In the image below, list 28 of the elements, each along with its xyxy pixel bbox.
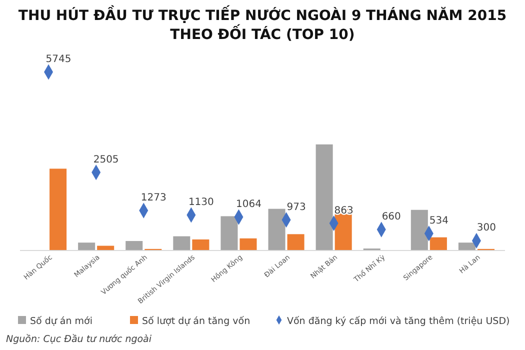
data-label: 1273: [140, 192, 166, 204]
data-label: 1130: [188, 196, 214, 208]
chart-title: THU HÚT ĐẦU TƯ TRỰC TIẾP NƯỚC NGOÀI 9 THÁNG NĂM 2015 THEO ĐỐI TÁC (TOP 10): [18, 5, 507, 43]
bar: [240, 238, 257, 250]
bar: [287, 234, 304, 250]
data-label: 973: [286, 202, 306, 213]
bar: [268, 208, 286, 250]
legend-label: Số dự án mới: [30, 315, 93, 327]
bar: [316, 144, 333, 250]
bar: [126, 241, 143, 250]
bar: [430, 237, 447, 250]
bar: [173, 236, 190, 250]
bar: [50, 168, 67, 250]
data-label: 534: [429, 215, 448, 226]
bar: [220, 216, 238, 250]
bar: [97, 246, 114, 250]
legend-label: Vốn đăng ký cấp mới và tăng thêm (triệu USD): [287, 315, 510, 327]
bar: [458, 242, 476, 250]
data-label: 300: [476, 222, 496, 234]
data-label: 2505: [93, 154, 119, 166]
data-label: 660: [382, 212, 401, 223]
data-label: 1064: [236, 199, 262, 210]
bar: [192, 239, 210, 250]
text: Nguồn: Cục Đầu tư nước ngoài: [6, 333, 152, 345]
bar: [410, 210, 428, 250]
data-label: 5745: [46, 54, 72, 65]
bar: [78, 242, 96, 250]
legend-label: Số lượt dự án tăng vốn: [142, 315, 250, 327]
